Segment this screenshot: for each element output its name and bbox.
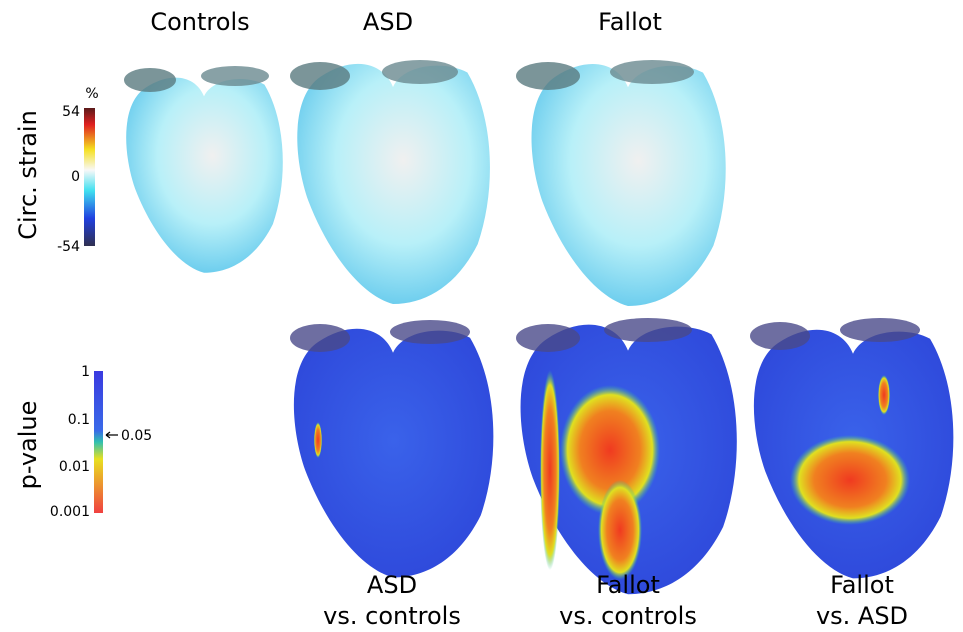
heart-fallot-vs-controls	[516, 318, 737, 595]
comparison-label: vs. controls	[559, 602, 697, 630]
heart-controls	[124, 66, 283, 273]
column-title: Controls	[150, 8, 249, 36]
row-label: p-value	[14, 401, 42, 490]
column-title: Fallot	[598, 8, 662, 36]
colorbar-tick: 0	[71, 169, 80, 185]
colorbar-tick: -54	[57, 239, 80, 255]
column-title: ASD	[363, 8, 413, 36]
colorbar	[84, 108, 95, 246]
colorbar-tick: 0.1	[68, 412, 90, 428]
colorbar-tick: 0.01	[59, 459, 90, 475]
colorbar	[94, 371, 103, 513]
colorbar-tick: 1	[81, 364, 90, 380]
heart-fallot	[516, 60, 726, 306]
heart-fallot-vs-asd	[750, 318, 954, 579]
heart-asd	[290, 60, 490, 304]
comparison-label: vs. ASD	[816, 602, 908, 630]
comparison-label: vs. controls	[323, 602, 461, 630]
comparison-label: ASD	[367, 571, 417, 599]
colorbar-marker: 0.05	[121, 428, 152, 444]
comparison-label: Fallot	[830, 571, 894, 599]
colorbar-tick: 0.001	[50, 504, 90, 520]
colorbar-tick: 54	[62, 104, 80, 120]
row-label: Circ. strain	[14, 110, 42, 240]
heart-asd-vs-controls	[290, 320, 494, 578]
marker-arrow	[105, 431, 118, 439]
comparison-label: Fallot	[596, 571, 660, 599]
colorbar-unit: %	[85, 86, 98, 102]
